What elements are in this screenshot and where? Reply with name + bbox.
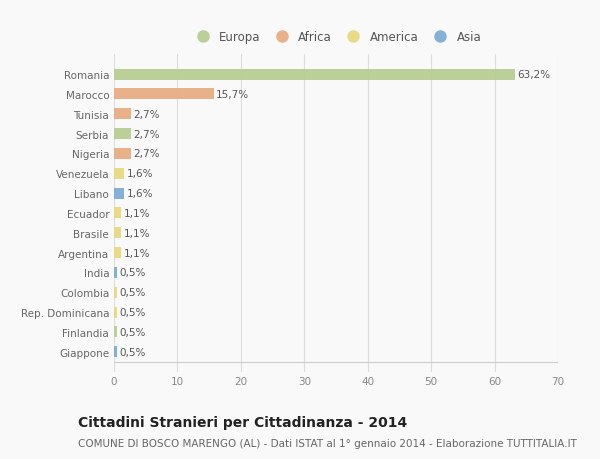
- Bar: [114, 287, 117, 298]
- Bar: [114, 129, 131, 140]
- Bar: [114, 208, 121, 219]
- Text: 2,7%: 2,7%: [134, 149, 160, 159]
- Legend: Europa, Africa, America, Asia: Europa, Africa, America, Asia: [186, 26, 486, 49]
- Text: 15,7%: 15,7%: [216, 90, 249, 100]
- Bar: [114, 347, 117, 358]
- Bar: [114, 247, 121, 258]
- Text: 2,7%: 2,7%: [134, 110, 160, 119]
- Text: 1,1%: 1,1%: [124, 208, 150, 218]
- Text: 2,7%: 2,7%: [134, 129, 160, 139]
- Bar: [114, 228, 121, 239]
- Text: COMUNE DI BOSCO MARENGO (AL) - Dati ISTAT al 1° gennaio 2014 - Elaborazione TUTT: COMUNE DI BOSCO MARENGO (AL) - Dati ISTA…: [78, 438, 577, 448]
- Text: Cittadini Stranieri per Cittadinanza - 2014: Cittadini Stranieri per Cittadinanza - 2…: [78, 415, 407, 429]
- Text: 0,5%: 0,5%: [120, 268, 146, 278]
- Bar: [114, 89, 214, 100]
- Bar: [114, 327, 117, 338]
- Text: 1,1%: 1,1%: [124, 248, 150, 258]
- Text: 0,5%: 0,5%: [120, 327, 146, 337]
- Text: 1,6%: 1,6%: [127, 169, 153, 179]
- Text: 0,5%: 0,5%: [120, 308, 146, 317]
- Text: 63,2%: 63,2%: [517, 70, 551, 80]
- Text: 1,1%: 1,1%: [124, 228, 150, 238]
- Bar: [114, 69, 515, 80]
- Text: 0,5%: 0,5%: [120, 347, 146, 357]
- Bar: [114, 267, 117, 278]
- Text: 0,5%: 0,5%: [120, 288, 146, 297]
- Bar: [114, 168, 124, 179]
- Text: 1,6%: 1,6%: [127, 189, 153, 199]
- Bar: [114, 188, 124, 199]
- Bar: [114, 307, 117, 318]
- Bar: [114, 149, 131, 160]
- Bar: [114, 109, 131, 120]
